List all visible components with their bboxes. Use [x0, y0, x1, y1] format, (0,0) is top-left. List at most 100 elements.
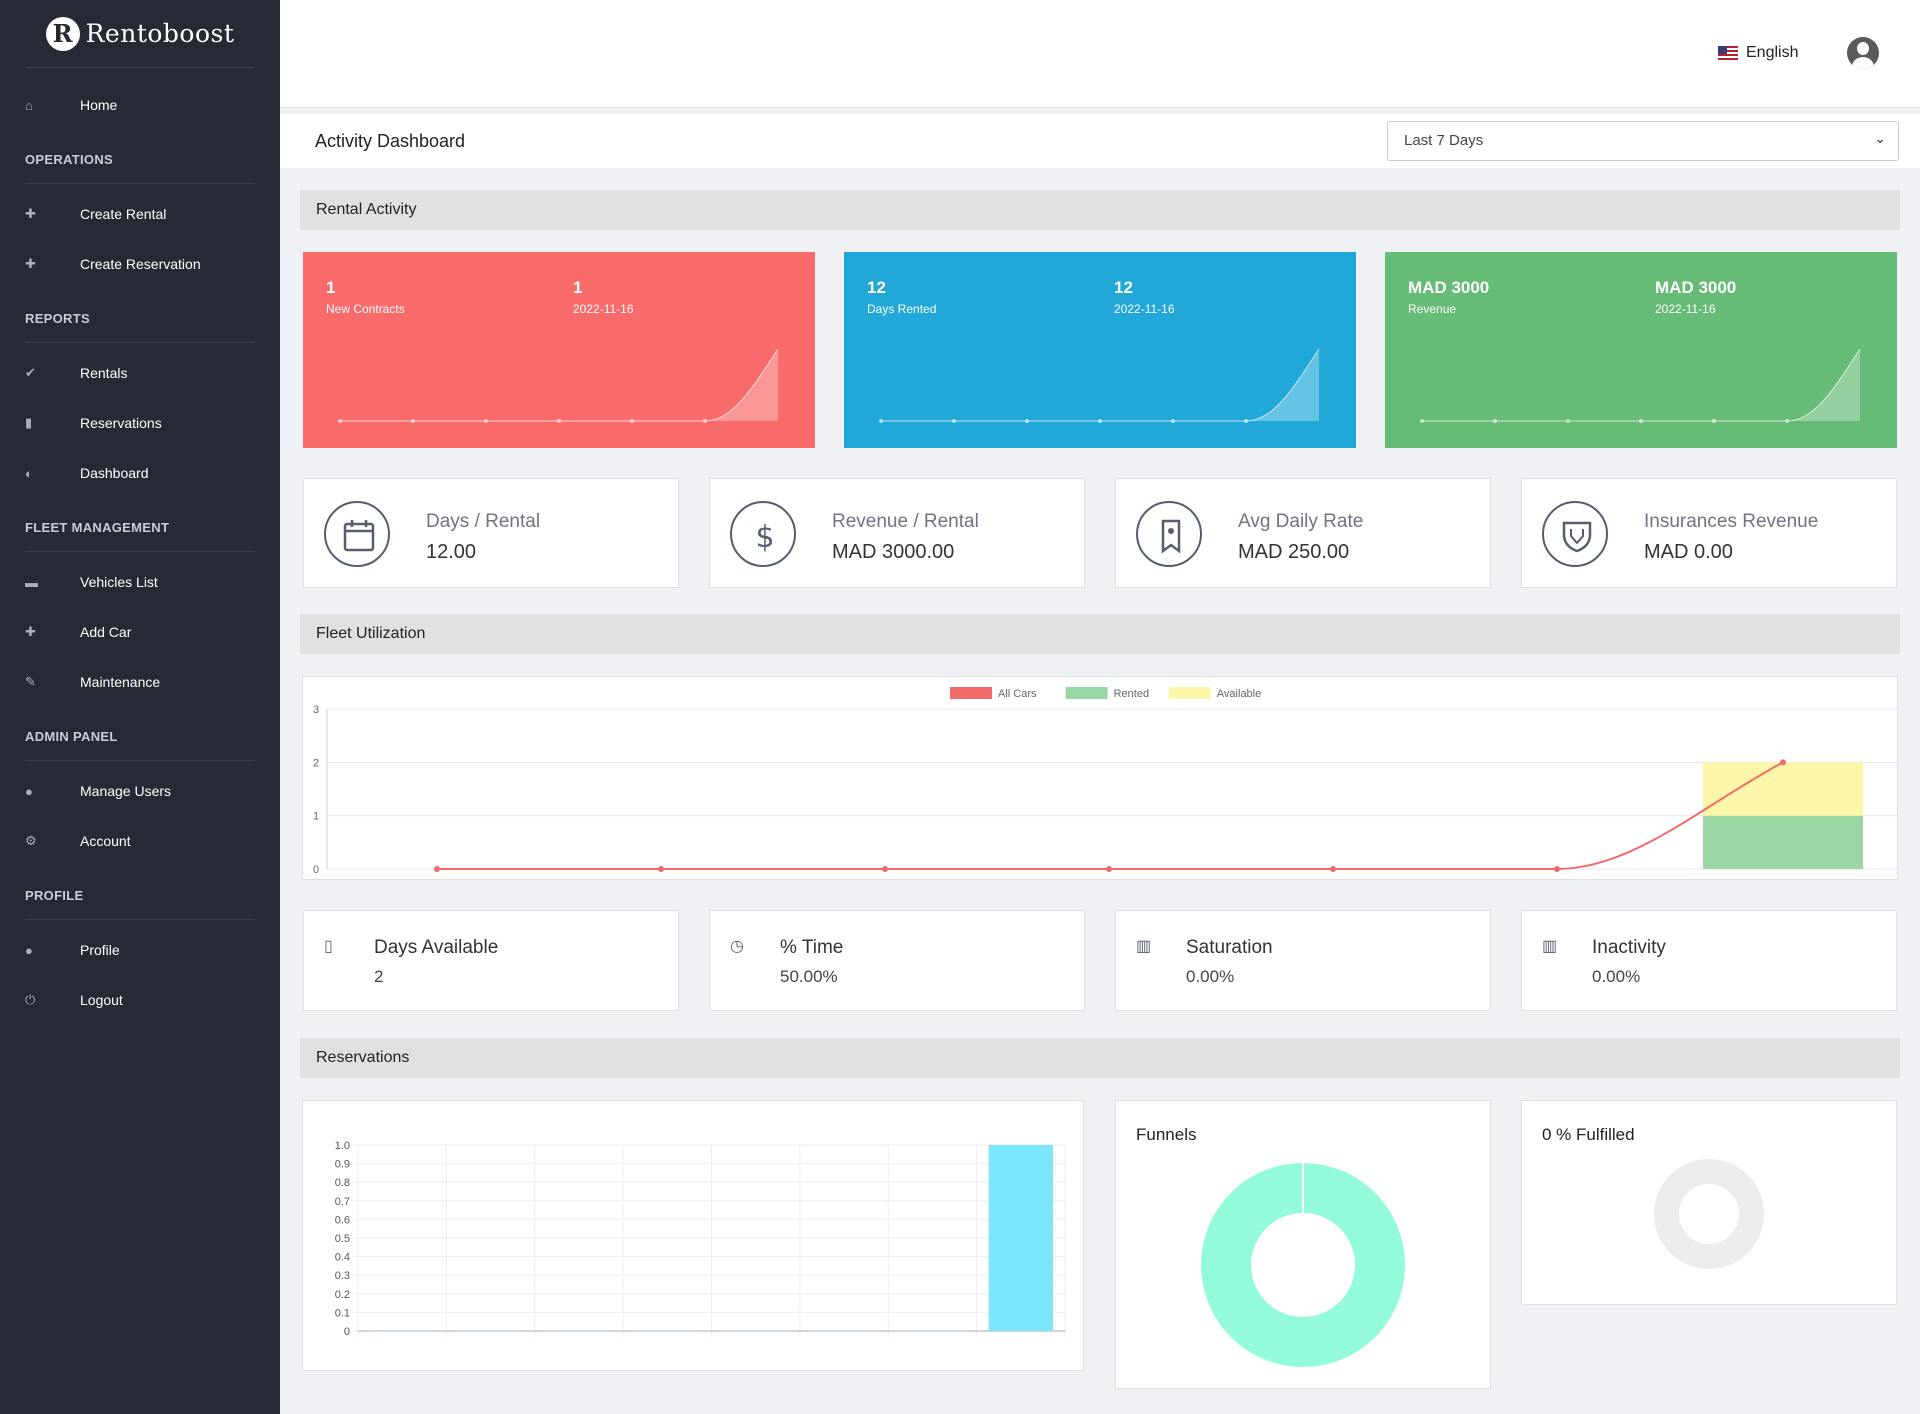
- legend-swatch: [1065, 687, 1108, 699]
- y-tick-label: 0.9: [335, 1159, 350, 1171]
- activity-card[interactable]: 12 Days Rented 12 2022-11-16: [844, 252, 1356, 448]
- activity-date: 2022-11-16: [1655, 302, 1716, 316]
- barcode-icon: ▥: [1136, 938, 1152, 955]
- sidebar-item-label: Vehicles List: [80, 574, 158, 590]
- utilization-label: Days Available: [374, 937, 499, 958]
- reservation-bar: [458, 1331, 523, 1332]
- activity-date: 2022-11-16: [1114, 302, 1175, 316]
- activity-value-today: 12: [1114, 278, 1133, 297]
- y-tick-label: 0.4: [335, 1252, 350, 1264]
- y-tick-label: 3: [313, 704, 319, 716]
- sparkline-point: [630, 419, 634, 423]
- available-bar: [1703, 762, 1863, 816]
- nav-section-operations: OPERATIONS: [25, 130, 255, 184]
- period-select[interactable]: Last 7 Days ⌄: [1387, 121, 1899, 161]
- nav-section-admin: ADMIN PANEL: [25, 707, 255, 761]
- stat-value: MAD 0.00: [1644, 541, 1733, 563]
- y-tick-label: 0: [344, 1326, 350, 1338]
- activity-card[interactable]: MAD 3000 Revenue MAD 3000 2022-11-16: [1385, 252, 1897, 448]
- stat-card: Days / Rental 12.00: [303, 478, 679, 588]
- logo-text: Rentoboost: [85, 19, 235, 48]
- brand-logo[interactable]: R Rentoboost: [25, 0, 255, 68]
- y-tick-label: 1.0: [335, 1140, 350, 1152]
- sidebar-item-logout[interactable]: ⏻ Logout: [0, 975, 280, 1025]
- sparkline-line: [340, 348, 779, 422]
- sparkline-point: [1420, 419, 1424, 423]
- legend-label: Available: [1217, 688, 1261, 700]
- y-tick-label: 0.8: [335, 1177, 350, 1189]
- fleet-utilization-chart: 3 2 1 0 All Cars Rented Available: [302, 676, 1898, 880]
- sidebar-item-label: Create Reservation: [80, 256, 201, 272]
- sidebar-item-label: Dashboard: [80, 465, 149, 481]
- reservation-bar: [635, 1331, 700, 1332]
- activity-label: Revenue: [1408, 302, 1457, 316]
- sparkline-point: [1025, 419, 1029, 423]
- y-tick-label: 1: [313, 811, 319, 823]
- sidebar-item-maintenance[interactable]: ✎ Maintenance: [0, 657, 280, 707]
- utilization-value: 2: [374, 967, 384, 986]
- sidebar-item-account[interactable]: ⚙ Account: [0, 816, 280, 866]
- bookmark-icon: ▮: [25, 415, 33, 430]
- user-icon: ●: [25, 942, 33, 958]
- sidebar-item-profile[interactable]: ● Profile: [0, 925, 280, 975]
- reservation-bar: [988, 1145, 1053, 1331]
- sparkline-area: [881, 349, 1319, 421]
- page-title: Activity Dashboard: [315, 131, 466, 151]
- sparkline-point: [338, 419, 342, 423]
- reservation-bar: [811, 1331, 877, 1332]
- sidebar-item-reservations[interactable]: ▮ Reservations: [0, 398, 280, 448]
- users-icon: ●: [25, 783, 33, 799]
- stat-label: Insurances Revenue: [1644, 511, 1819, 532]
- legend-label: All Cars: [998, 688, 1037, 700]
- sidebar-item-rentals[interactable]: ✔ Rentals: [0, 348, 280, 398]
- sparkline-point: [557, 419, 561, 423]
- activity-sparkline: [1420, 348, 1861, 423]
- activity-card[interactable]: 1 New Contracts 1 2022-11-16: [303, 252, 815, 448]
- utilization-card: ◷ % Time 50.00%: [709, 910, 1085, 1011]
- utilization-label: % Time: [780, 937, 844, 958]
- all-cars-point: [1106, 866, 1112, 872]
- period-select-value: Last 7 Days: [1404, 132, 1484, 149]
- logo-mark: R: [45, 16, 80, 51]
- user-avatar[interactable]: [1847, 37, 1879, 69]
- sidebar-item-vehicles-list[interactable]: ▬ Vehicles List: [0, 557, 280, 607]
- power-icon: ⏻: [25, 992, 36, 1007]
- all-cars-point: [434, 866, 440, 872]
- legend-swatch: [950, 687, 992, 699]
- shield-icon: [1542, 501, 1608, 567]
- sidebar-item-label: Home: [80, 97, 118, 113]
- y-tick-label: 0.7: [335, 1196, 350, 1208]
- language-selector[interactable]: English: [1718, 44, 1798, 62]
- sidebar-item-add-car[interactable]: ✚ Add Car: [0, 607, 280, 657]
- stat-label: Revenue / Rental: [832, 511, 979, 532]
- book-icon: ▯: [324, 938, 333, 955]
- activity-sparkline: [879, 348, 1320, 423]
- all-cars-point: [658, 866, 664, 872]
- sidebar-item-label: Manage Users: [80, 783, 172, 799]
- utilization-label: Saturation: [1186, 937, 1273, 958]
- sidebar-item-home[interactable]: ⌂ Home: [0, 80, 280, 130]
- sparkline-point: [1171, 419, 1175, 423]
- sidebar-item-create-rental[interactable]: ✚ Create Rental: [0, 189, 280, 239]
- sidebar-item-label: Profile: [80, 942, 120, 958]
- sparkline-point: [1098, 419, 1102, 423]
- funnels-title: Funnels: [1136, 1125, 1197, 1144]
- car-icon: ▬: [25, 574, 38, 590]
- activity-label: New Contracts: [326, 302, 405, 316]
- activity-value-today: 1: [573, 278, 583, 297]
- stat-value: MAD 3000.00: [832, 541, 955, 563]
- sparkline-point: [703, 419, 707, 423]
- all-cars-point: [882, 866, 888, 872]
- sidebar-item-dashboard[interactable]: ◐ Dashboard: [0, 448, 280, 498]
- dollar-icon: $: [730, 501, 796, 567]
- sidebar-item-manage-users[interactable]: ● Manage Users: [0, 766, 280, 816]
- section-rental-activity: Rental Activity: [300, 190, 1900, 230]
- all-cars-point: [1554, 866, 1560, 872]
- reservation-bar: [370, 1331, 435, 1332]
- utilization-value: 0.00%: [1186, 967, 1235, 986]
- sidebar-item-create-reservation[interactable]: ✚ Create Reservation: [0, 239, 280, 289]
- sparkline-point: [879, 419, 883, 423]
- sparkline-area: [340, 349, 778, 421]
- home-icon: ⌂: [25, 97, 33, 113]
- activity-sparkline: [338, 348, 779, 423]
